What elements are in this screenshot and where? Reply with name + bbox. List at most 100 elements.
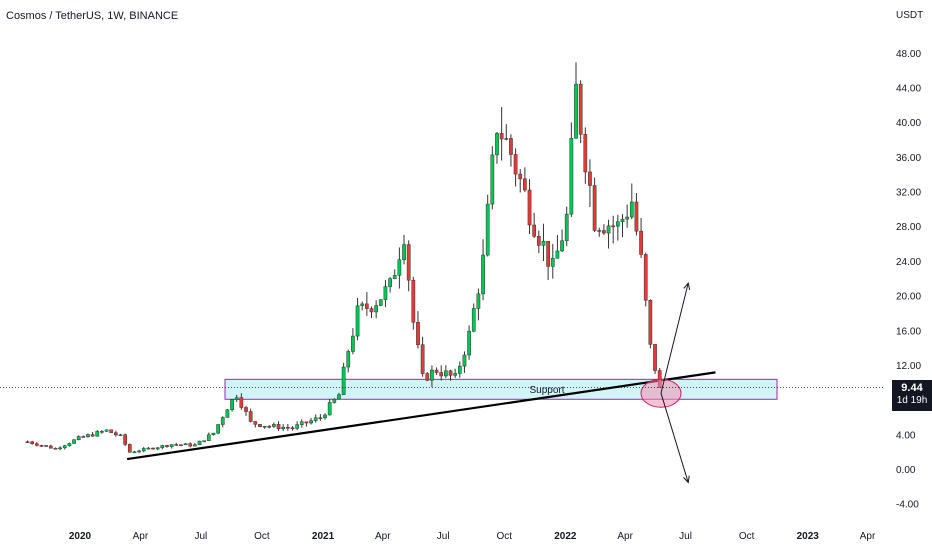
candle-body (634, 201, 639, 232)
candle-body (220, 417, 225, 425)
x-tick-label: Jul (437, 531, 450, 542)
candle-body (39, 445, 44, 447)
candle-body (48, 445, 53, 449)
x-tick-label: 2021 (312, 531, 335, 542)
y-tick-label: 20.00 (896, 292, 921, 303)
candle-body (118, 434, 123, 437)
candle-body (434, 369, 439, 373)
candle-body (583, 134, 588, 173)
candle-body (588, 171, 592, 186)
y-tick-label: 36.00 (896, 153, 921, 164)
y-tick-label: 48.00 (896, 49, 921, 60)
candle-body (364, 303, 369, 309)
support-trendline[interactable] (126, 371, 716, 461)
x-tick-label: 2022 (554, 531, 577, 542)
candle-body (313, 417, 318, 421)
candle-body (550, 257, 555, 267)
y-tick-label: 16.00 (896, 326, 921, 337)
candle-body (285, 426, 290, 429)
candle-body (523, 178, 527, 191)
support-zone[interactable] (224, 378, 778, 400)
candle-body (151, 447, 155, 450)
projection-arrow[interactable] (660, 282, 689, 394)
y-tick-label: 4.00 (896, 430, 916, 441)
candle-body (25, 441, 30, 444)
candle-body (490, 154, 495, 205)
candle-body (188, 443, 193, 447)
candle-body (536, 236, 541, 246)
candle-body (197, 440, 202, 446)
x-tick-label: Apr (860, 531, 876, 542)
candle-body (230, 399, 234, 411)
y-tick-label: 44.00 (896, 84, 921, 95)
candle-body (146, 447, 151, 450)
candle-body (95, 431, 100, 437)
candle-body (114, 432, 118, 436)
candle-body (327, 402, 332, 416)
candle-body (485, 203, 490, 256)
candle-body (411, 279, 416, 323)
candle-body (653, 344, 657, 371)
candle-body (109, 429, 114, 433)
candle-body (406, 244, 411, 281)
chart-title: Cosmos / TetherUS, 1W, BINANCE (6, 10, 179, 22)
candle-body (369, 308, 374, 313)
candle-body (193, 444, 197, 447)
candle-body (206, 434, 211, 441)
candle-body (629, 201, 634, 218)
candle-body (179, 444, 183, 446)
candle-body (476, 293, 481, 309)
candle-body (202, 440, 207, 442)
candle-body (611, 225, 616, 228)
candle-body (211, 432, 216, 436)
x-tick-label: 2020 (69, 531, 92, 542)
x-tick-label: Oct (497, 531, 513, 542)
candle-body (420, 344, 425, 374)
y-tick-label: 24.00 (896, 257, 921, 268)
candle-body (341, 366, 346, 395)
x-tick-label: Oct (254, 531, 270, 542)
last-price-badge: 9.44 1d 19h (892, 380, 932, 411)
candle-body (560, 240, 564, 252)
candle-body (304, 421, 309, 424)
candle-body (234, 397, 239, 400)
candle-body (606, 225, 611, 234)
candle-body (574, 83, 578, 139)
candle-body (378, 299, 383, 306)
arrow-head (683, 475, 690, 484)
y-tick-label: 12.00 (896, 361, 921, 372)
y-tick-label: -4.00 (896, 500, 919, 511)
candle-body (216, 424, 220, 434)
y-tick-label: 0.00 (896, 465, 916, 476)
candle-body (620, 218, 625, 222)
candle-body (471, 308, 476, 332)
candle-body (648, 300, 653, 345)
candle-body (453, 373, 458, 376)
x-tick-label: Jul (679, 531, 692, 542)
candle-body (53, 447, 58, 450)
candle-body (248, 411, 253, 422)
candle-body (425, 373, 430, 381)
bar-countdown: 1d 19h (896, 395, 928, 406)
candle-body (527, 189, 532, 226)
candle-body (58, 447, 62, 450)
candle-body (509, 138, 513, 155)
candle-body (597, 230, 602, 232)
candle-body (123, 434, 128, 445)
candle-body (355, 305, 360, 337)
x-tick-label: Apr (375, 531, 391, 542)
candle-body (141, 448, 146, 452)
candle-body (532, 224, 537, 237)
x-tick-label: Oct (739, 531, 755, 542)
candle-body (127, 444, 132, 453)
x-tick-label: 2023 (797, 531, 820, 542)
candle-body (100, 431, 104, 433)
candle-body (267, 426, 272, 428)
candle-body (374, 305, 378, 313)
candle-body (467, 330, 471, 356)
candle-body (337, 394, 341, 400)
projection-arrow[interactable] (660, 393, 689, 483)
y-tick-label: 28.00 (896, 222, 921, 233)
candle-body (430, 369, 434, 381)
